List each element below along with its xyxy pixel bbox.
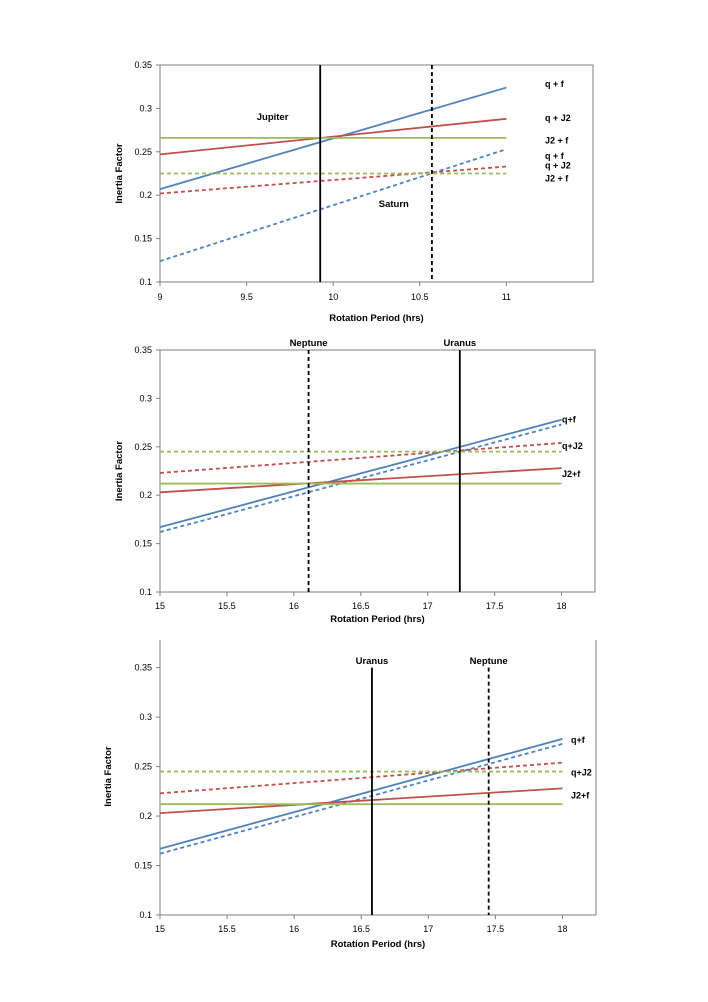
x-axis-title: Rotation Period (hrs) bbox=[331, 939, 425, 950]
y-tick-label: 0.2 bbox=[139, 811, 152, 821]
series-line-q+J2 bbox=[159, 442, 562, 474]
y-tick-label: 0.3 bbox=[139, 103, 152, 113]
x-axis-title: Rotation Period (hrs) bbox=[330, 614, 424, 625]
y-tick-label: 0.3 bbox=[139, 712, 152, 722]
x-tick-label: 15.5 bbox=[218, 924, 236, 934]
chart-jupiter-saturn: 0.1 0.15 0.2 0.25 0.3 0.35 9 9.5 10 10.5 11 Rotatio… bbox=[114, 60, 594, 324]
x-tick-label: 18 bbox=[557, 924, 567, 934]
y-tick-label: 0.3 bbox=[139, 393, 152, 403]
x-tick-label: 11 bbox=[502, 292, 511, 302]
y-tick-label: 0.2 bbox=[139, 190, 152, 200]
x-axis-title: Rotation Period (hrs) bbox=[329, 313, 423, 324]
x-tick-label: 9.5 bbox=[240, 292, 253, 302]
series-line-J2+f bbox=[159, 787, 563, 815]
y-tick-label: 0.35 bbox=[134, 345, 152, 355]
y-tick-label: 0.35 bbox=[134, 60, 152, 70]
y-tick-label: 0.25 bbox=[134, 442, 152, 452]
series-label: q+f bbox=[562, 415, 577, 425]
x-tick-label: 17.5 bbox=[486, 601, 504, 611]
series-label: q + f bbox=[545, 151, 565, 161]
series-label: q+f bbox=[571, 735, 586, 745]
x-tick-label: 9 bbox=[157, 292, 162, 302]
series-label: J2 + f bbox=[545, 174, 569, 184]
x-tick-label: 16 bbox=[289, 924, 299, 934]
x-tick-label: 17 bbox=[423, 601, 433, 611]
series-line-q+f bbox=[159, 742, 563, 855]
y-tick-label: 0.15 bbox=[134, 234, 152, 244]
series-line-J2+f bbox=[159, 467, 562, 494]
planet-label: Uranus bbox=[356, 656, 389, 667]
series-label: q + J2 bbox=[545, 161, 571, 171]
plot-frame bbox=[159, 349, 596, 593]
planet-label: Uranus bbox=[443, 338, 476, 349]
series-line-q+J2 bbox=[159, 117, 507, 156]
y-tick-label: 0.1 bbox=[139, 277, 152, 287]
y-tick-label: 0.1 bbox=[139, 587, 152, 597]
x-tick-label: 16 bbox=[289, 601, 299, 611]
y-tick-label: 0.15 bbox=[134, 861, 152, 871]
planet-label: Neptune bbox=[290, 338, 328, 349]
series-line-q+J2 bbox=[159, 165, 507, 195]
chart-uranus-neptune: 0.1 0.15 0.2 0.25 0.3 0.35 15 15.5 16 16.5 17 17.5 1… bbox=[103, 640, 597, 950]
x-tick-label: 15 bbox=[155, 601, 165, 611]
x-tick-label: 15 bbox=[155, 924, 165, 934]
planet-label: Jupiter bbox=[257, 112, 289, 123]
series-label: q+J2 bbox=[562, 441, 583, 451]
x-tick-label: 16.5 bbox=[352, 601, 370, 611]
x-tick-label: 17 bbox=[423, 924, 433, 934]
series-line-q+f bbox=[159, 148, 507, 263]
y-tick-label: 0.35 bbox=[134, 663, 152, 673]
y-axis-title: Inertia Factor bbox=[114, 441, 125, 501]
series-label: q+J2 bbox=[571, 768, 592, 778]
y-tick-label: 0.15 bbox=[134, 539, 152, 549]
planet-label: Neptune bbox=[470, 656, 508, 667]
y-tick-label: 0.25 bbox=[134, 147, 152, 157]
series-line-q+f bbox=[159, 423, 562, 533]
series-line-q+f bbox=[159, 738, 563, 850]
y-axis-title: Inertia Factor bbox=[103, 746, 114, 806]
y-tick-label: 0.25 bbox=[134, 762, 152, 772]
series-label: q + f bbox=[545, 79, 565, 89]
series-line-q+J2 bbox=[159, 761, 563, 795]
plot-frame bbox=[159, 640, 597, 916]
y-axis-title: Inertia Factor bbox=[114, 143, 125, 203]
chart-neptune-uranus: 0.1 0.15 0.2 0.25 0.3 0.35 15 15.5 16 16.5 17 17.5 1… bbox=[114, 338, 596, 625]
x-tick-label: 15.5 bbox=[218, 601, 236, 611]
x-tick-label: 10.5 bbox=[411, 292, 429, 302]
series-label: q + J2 bbox=[545, 113, 571, 123]
series-label: J2 + f bbox=[545, 136, 569, 146]
x-tick-label: 17.5 bbox=[487, 924, 505, 934]
x-tick-label: 16.5 bbox=[352, 924, 370, 934]
x-tick-label: 10 bbox=[328, 292, 338, 302]
series-label: J2+f bbox=[571, 790, 590, 800]
y-tick-label: 0.1 bbox=[139, 910, 152, 920]
series-label: J2+f bbox=[562, 469, 581, 479]
planet-label: Saturn bbox=[379, 199, 409, 210]
y-tick-label: 0.2 bbox=[139, 490, 152, 500]
x-tick-label: 18 bbox=[557, 601, 567, 611]
series-line-q+f bbox=[159, 418, 562, 529]
